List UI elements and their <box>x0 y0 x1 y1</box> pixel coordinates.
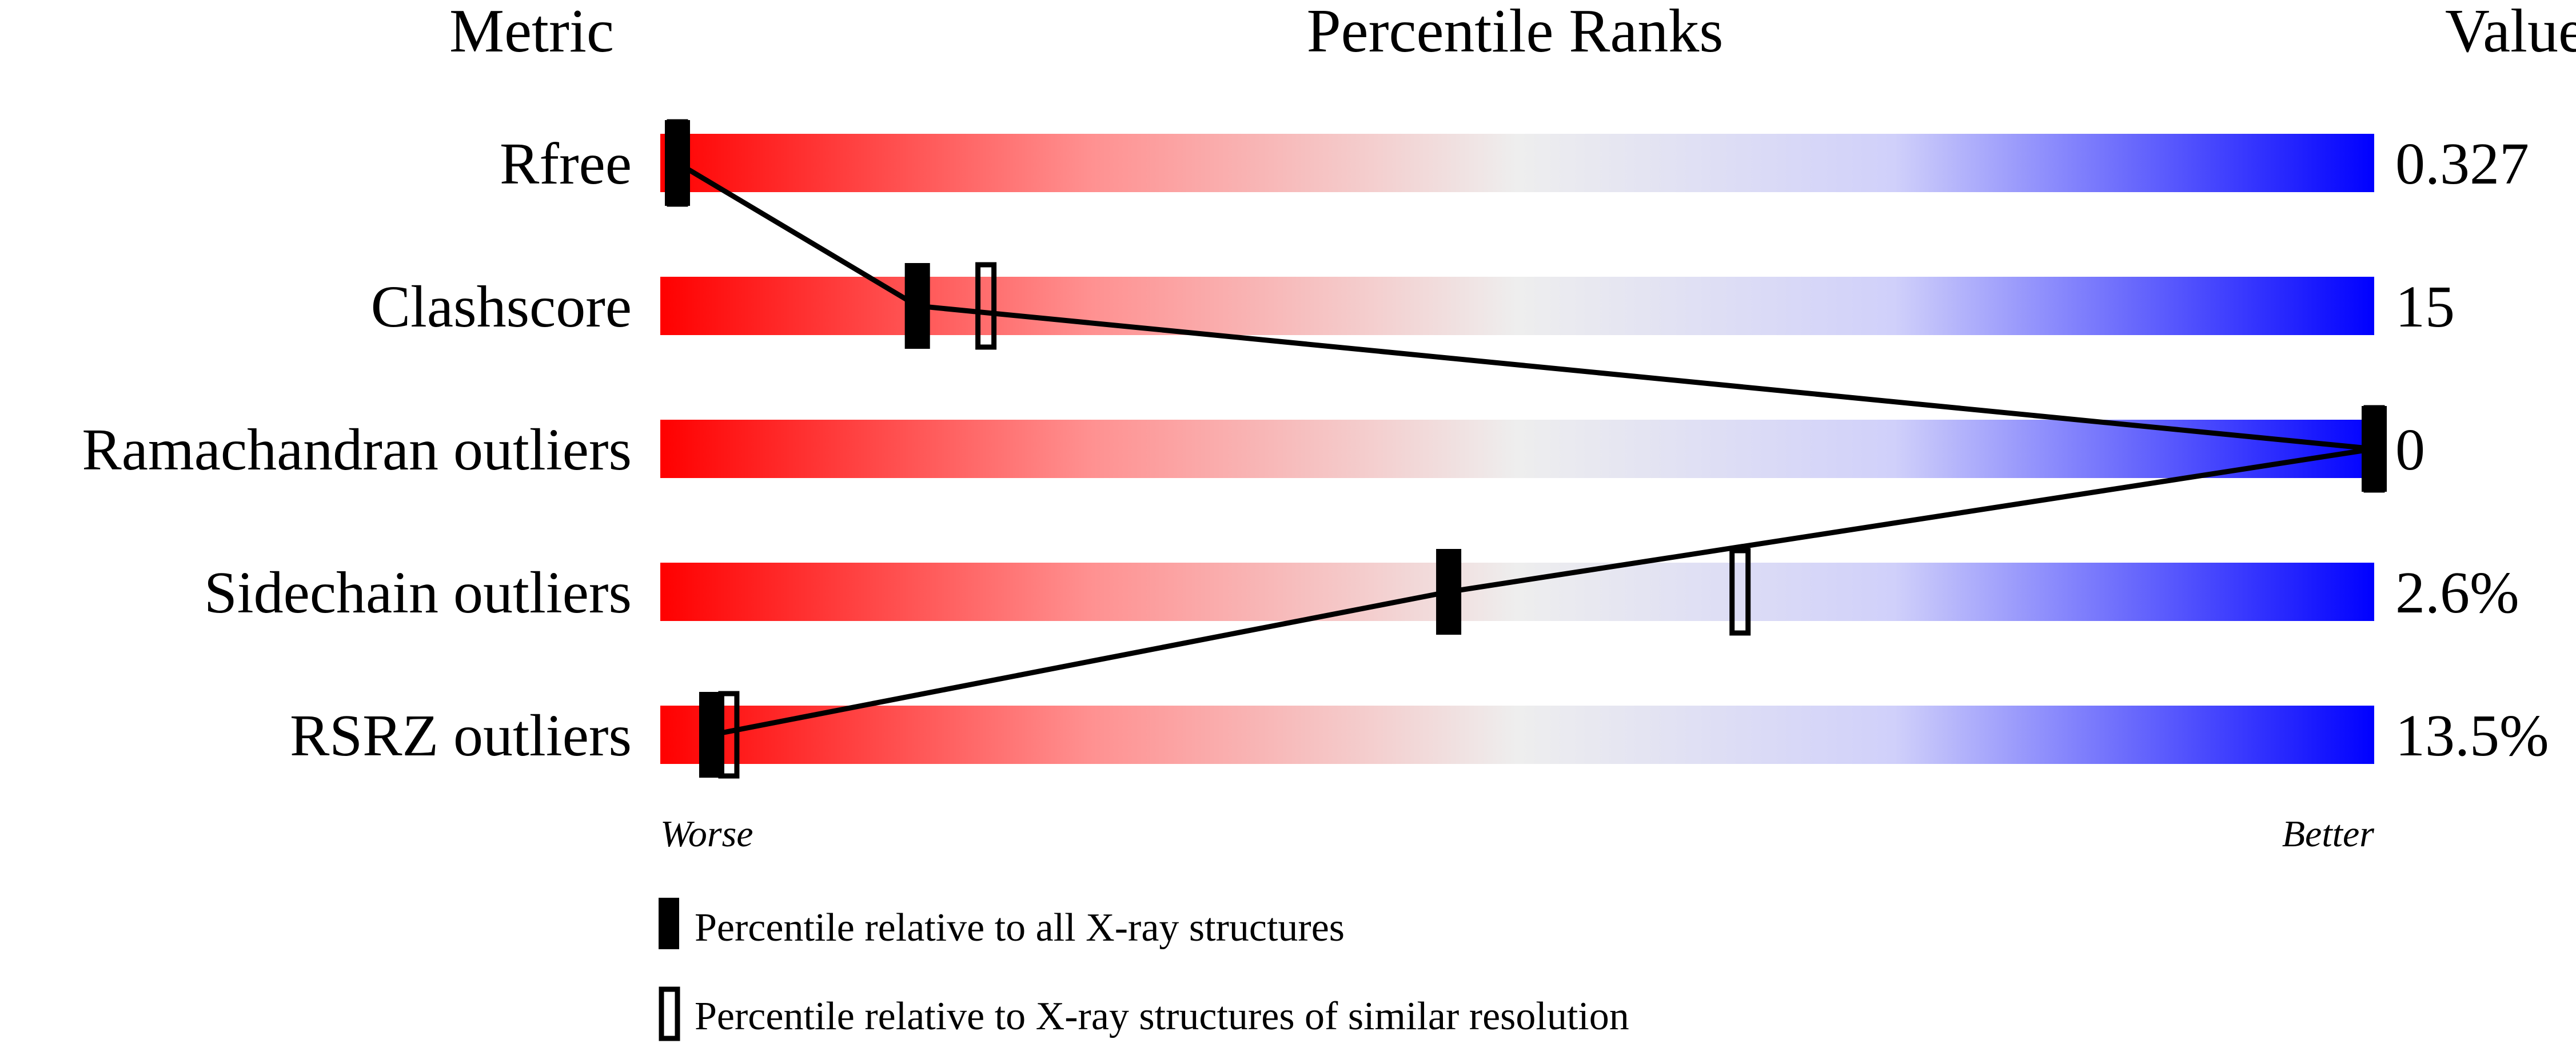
header-percentile-ranks: Percentile Ranks <box>1307 0 1724 65</box>
metric-label: Ramachandran outliers <box>82 417 632 483</box>
percentile-bar <box>660 277 2374 335</box>
metric-value: 15 <box>2395 274 2455 340</box>
legend-open-marker-icon <box>659 986 680 1041</box>
metric-value: 13.5% <box>2395 703 2549 769</box>
metric-value: 2.6% <box>2395 560 2519 626</box>
percentile-bar <box>660 563 2374 621</box>
percentile-bar <box>660 134 2374 192</box>
legend-label-similar: Percentile relative to X-ray structures … <box>695 994 1629 1038</box>
marker-similar-resolution <box>1729 548 1751 636</box>
marker-all-structures <box>2362 406 2387 492</box>
marker-all-structures <box>664 120 690 206</box>
metric-label: RSRZ outliers <box>290 703 632 769</box>
metric-label: Rfree <box>500 131 632 197</box>
metric-label: Clashscore <box>371 274 632 340</box>
legend-filled-marker-icon <box>659 898 679 949</box>
marker-all-structures <box>699 692 724 778</box>
legend-label-all: Percentile relative to all X-ray structu… <box>695 906 1345 950</box>
header-metric: Metric <box>449 0 614 65</box>
axis-label-worse: Worse <box>660 813 753 855</box>
percentile-bar <box>660 420 2374 478</box>
marker-all-structures <box>904 263 930 349</box>
percentile-bar <box>660 706 2374 764</box>
metric-value: 0 <box>2395 417 2425 483</box>
marker-similar-resolution <box>975 262 997 350</box>
header-value: Value <box>2445 0 2576 65</box>
marker-all-structures <box>1436 549 1462 635</box>
metric-label: Sidechain outliers <box>204 560 632 626</box>
metric-value: 0.327 <box>2395 131 2529 197</box>
axis-label-better: Better <box>2282 813 2375 855</box>
